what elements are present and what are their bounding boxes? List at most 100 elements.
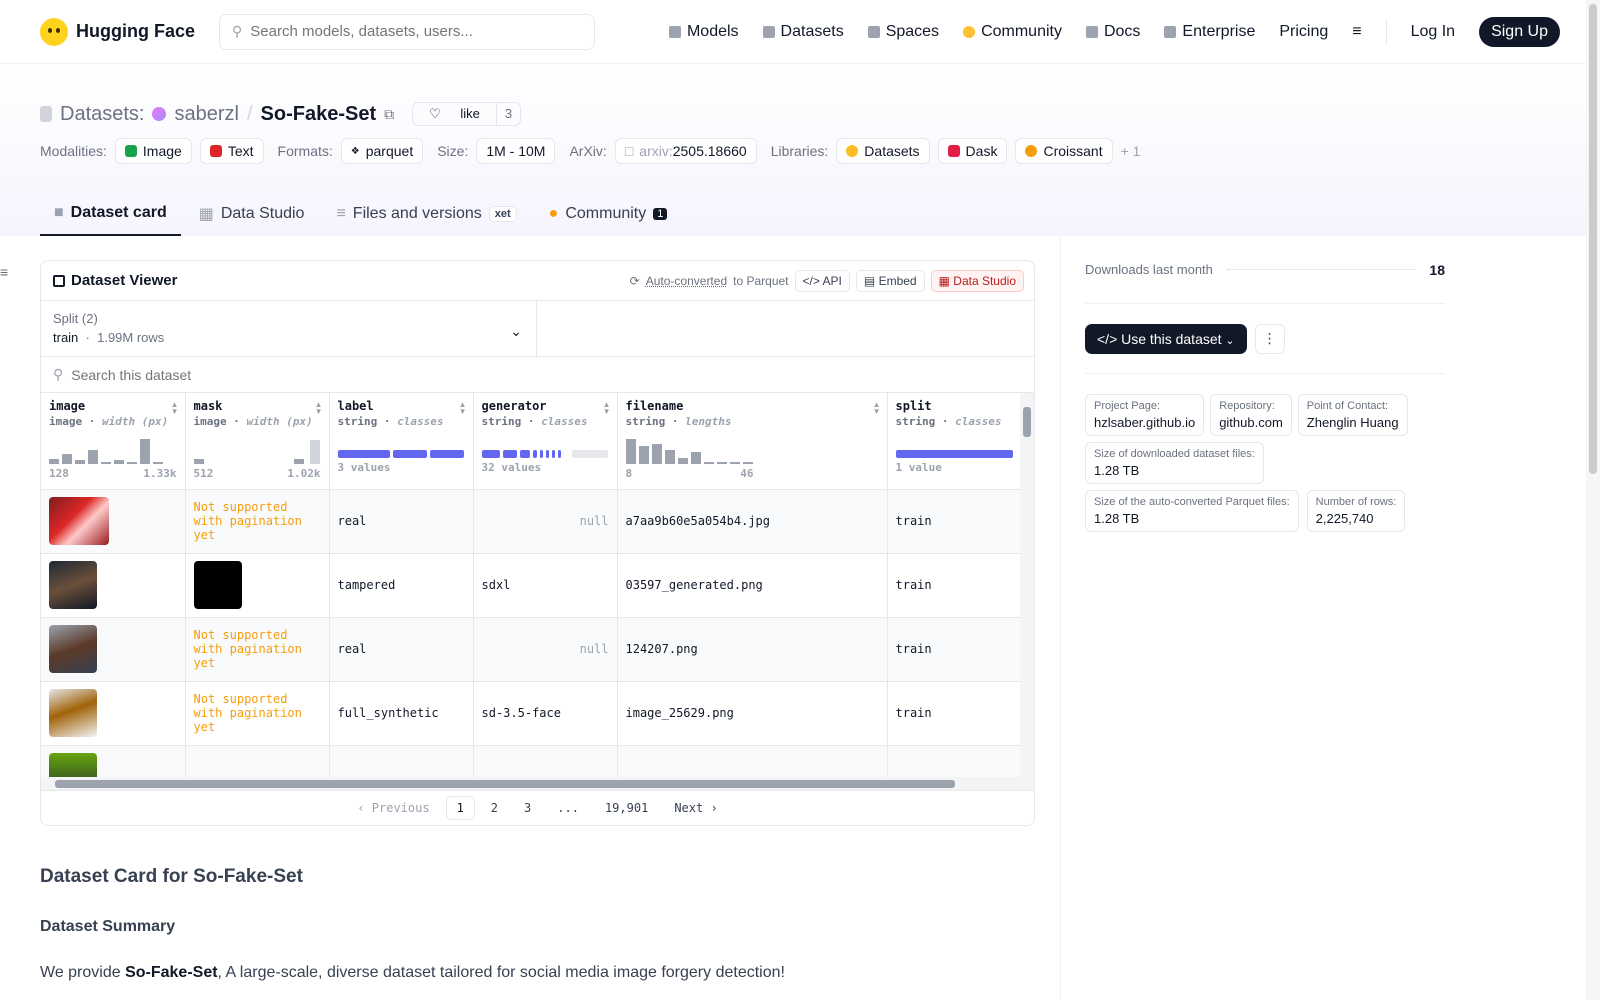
sort-icon[interactable]: ▲ ▼ xyxy=(314,400,323,416)
nav-models[interactable]: Models xyxy=(668,23,739,41)
split-rows: 1.99M rows xyxy=(97,330,165,345)
col-header-filename[interactable]: filename string · lengths ▲ ▼ 8 46 xyxy=(617,393,888,490)
tab-dataset-card[interactable]: ■ Dataset card xyxy=(40,194,181,236)
next-page-button[interactable]: Next › xyxy=(674,801,718,815)
histogram xyxy=(49,436,177,464)
cube-icon: ■ xyxy=(54,204,64,221)
split-label: Split (2) xyxy=(53,311,98,326)
page-last[interactable]: 19,901 xyxy=(604,801,649,815)
col-header-split[interactable]: split string · classes 1 value xyxy=(887,393,1022,490)
label-cell: real xyxy=(329,489,474,554)
tag-size[interactable]: 1M - 10M xyxy=(476,138,556,164)
tag-image[interactable]: Image xyxy=(114,138,192,164)
mask-thumbnail[interactable] xyxy=(193,561,242,609)
tab-data-studio[interactable]: ▦ Data Studio xyxy=(198,205,305,223)
global-search[interactable]: ⚲ xyxy=(219,13,596,50)
tab-files[interactable]: ≡ Files and versions xet xyxy=(322,194,530,236)
generator-cell: null xyxy=(473,617,618,682)
info-download-size: Size of downloaded dataset files: 1.28 TB xyxy=(1085,442,1264,484)
tag-text[interactable]: Text xyxy=(199,138,264,164)
dataset-search[interactable]: ⚲ xyxy=(41,357,1034,393)
nav-enterprise[interactable]: Enterprise xyxy=(1164,23,1255,41)
use-dataset-button[interactable]: </> Use this dataset ⌄ xyxy=(1085,323,1247,354)
vertical-scrollbar[interactable] xyxy=(1020,393,1034,777)
brand-name: Hugging Face xyxy=(76,21,196,41)
auto-converted-link[interactable]: Auto-converted xyxy=(645,273,728,288)
like-button[interactable]: ♡ like 3 xyxy=(412,102,522,126)
nav-spaces[interactable]: Spaces xyxy=(867,23,939,41)
brand-link[interactable]: Hugging Face xyxy=(40,17,196,46)
login-link[interactable]: Log In xyxy=(1410,22,1456,40)
size-label: Size: xyxy=(437,143,469,159)
image-thumbnail[interactable] xyxy=(49,753,97,777)
table-row[interactable]: Not supported with pagination yet real n… xyxy=(41,617,1022,682)
repo-tags: Modalities: Image Text Formats: ❖ parquet… xyxy=(40,138,1560,164)
search-icon: ⚲ xyxy=(232,23,243,39)
info-contact[interactable]: Point of Contact: Zhenglin Huang xyxy=(1297,394,1408,436)
table-row[interactable] xyxy=(41,745,1022,777)
summary-text: We provide So-Fake-Set, A large-scale, d… xyxy=(40,964,785,981)
modalities-label: Modalities: xyxy=(40,143,107,159)
info-project-page[interactable]: Project Page: hzlsaber.github.io xyxy=(1085,394,1205,436)
sort-icon[interactable]: ▲ ▼ xyxy=(872,400,881,416)
generator-cell: null xyxy=(473,489,618,554)
copy-icon[interactable]: ⧉ xyxy=(384,105,395,122)
cube-icon xyxy=(668,25,681,38)
col-header-generator[interactable]: generator string · classes ▲ ▼ 32 values xyxy=(473,393,618,490)
filename-cell: image_25629.png xyxy=(617,681,888,746)
database-icon xyxy=(40,106,52,122)
toc-toggle-icon[interactable]: ≡ xyxy=(0,264,9,280)
sort-icon[interactable]: ▲ ▼ xyxy=(602,400,611,416)
image-thumbnail[interactable] xyxy=(49,625,97,673)
nav-community[interactable]: Community xyxy=(963,23,1062,41)
tag-lib-dask[interactable]: Dask xyxy=(937,138,1008,164)
more-libraries[interactable]: + 1 xyxy=(1120,143,1141,159)
page-1[interactable]: 1 xyxy=(445,796,475,820)
page-scrollbar[interactable] xyxy=(1586,0,1600,1000)
nav-docs[interactable]: Docs xyxy=(1085,23,1140,41)
global-search-input[interactable] xyxy=(250,23,583,40)
nav-menu-icon[interactable]: ≡ xyxy=(1352,22,1362,40)
prev-page-button[interactable]: ‹ Previous xyxy=(357,801,430,815)
split-value: train xyxy=(53,330,79,345)
sort-icon[interactable]: ▲ ▼ xyxy=(458,400,467,416)
arxiv-label: ArXiv: xyxy=(569,143,607,159)
more-options-button[interactable]: ⋮ xyxy=(1254,323,1285,354)
table-row[interactable]: Not supported with pagination yet real n… xyxy=(41,489,1022,554)
dataset-info: Project Page: hzlsaber.github.io Reposito… xyxy=(1085,394,1415,532)
tag-parquet[interactable]: ❖ parquet xyxy=(340,138,424,164)
dataset-search-input[interactable] xyxy=(71,366,1022,383)
col-header-mask[interactable]: mask image · width (px) ▲ ▼ 512 1.02k xyxy=(185,393,330,490)
nav-pricing[interactable]: Pricing xyxy=(1279,22,1329,40)
horizontal-scrollbar[interactable] xyxy=(41,777,1034,791)
image-thumbnail[interactable] xyxy=(49,561,97,609)
col-header-image[interactable]: image image · width (px) ▲ ▼ 128 1.33k xyxy=(41,393,186,490)
split-select[interactable]: Split (2) train · 1.99M rows ⌄ xyxy=(41,301,537,356)
tag-arxiv[interactable]: □ arxiv: 2505.18660 xyxy=(614,138,757,164)
database-icon xyxy=(762,25,775,38)
sort-icon[interactable]: ▲ ▼ xyxy=(170,400,179,416)
tag-lib-datasets[interactable]: Datasets xyxy=(836,138,930,164)
section-link[interactable]: Datasets: xyxy=(60,102,145,125)
api-button[interactable]: </> API xyxy=(794,269,850,292)
table-row[interactable]: Not supported with pagination yet full_s… xyxy=(41,681,1022,746)
parquet-icon: ❖ xyxy=(350,145,360,157)
nav-datasets[interactable]: Datasets xyxy=(762,23,844,41)
table-row[interactable]: tampered sdxl 03597_generated.png train xyxy=(41,553,1022,618)
tab-community[interactable]: ● Community 1 xyxy=(535,194,682,236)
like-count[interactable]: 3 xyxy=(495,103,520,125)
data-studio-button[interactable]: ▦ Data Studio xyxy=(930,269,1024,292)
owner-avatar[interactable] xyxy=(152,107,167,121)
embed-button[interactable]: ▤ Embed xyxy=(855,269,925,292)
col-header-label[interactable]: label string · classes ▲ ▼ 3 values xyxy=(329,393,474,490)
page-2[interactable]: 2 xyxy=(490,801,499,815)
page-3[interactable]: 3 xyxy=(524,801,532,815)
owner-link[interactable]: saberzl xyxy=(174,102,239,125)
repo-name[interactable]: So-Fake-Set xyxy=(260,102,377,125)
tag-lib-croissant[interactable]: Croissant xyxy=(1015,138,1113,164)
top-navbar: Hugging Face ⚲ Models Datasets Spaces Co… xyxy=(0,0,1600,64)
info-repository[interactable]: Repository: github.com xyxy=(1210,394,1292,436)
image-thumbnail[interactable] xyxy=(49,497,109,545)
image-thumbnail[interactable] xyxy=(49,689,97,737)
signup-button[interactable]: Sign Up xyxy=(1479,16,1560,47)
